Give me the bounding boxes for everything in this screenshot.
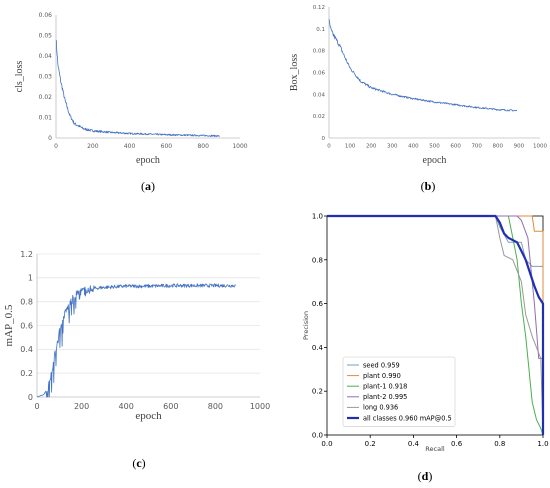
panel-2-y-tick-label: 0.1 <box>316 27 325 33</box>
panel-2-x-tick-label: 100 <box>345 144 356 150</box>
panel-4-legend-label-4: plant-2 0.995 <box>363 393 407 401</box>
panel-4-legend-label-1: seed 0.959 <box>363 361 400 369</box>
panel-2-x-tick-label: 1000 <box>533 144 547 150</box>
panel-4-series-line-5 <box>327 215 544 436</box>
panel-4-y-tick-label: 0.6 <box>312 300 324 308</box>
panel-1-y-tick-label: 0.01 <box>39 115 53 122</box>
panel-3-x-tick-label: 800 <box>208 402 223 411</box>
panel-4-legend-label-3: plant-1 0.918 <box>363 383 407 391</box>
panel-2-x-tick-label: 900 <box>514 144 525 150</box>
panel-4-x-tick-label: 0.2 <box>365 440 376 448</box>
panel-4-series-line-6 <box>327 214 545 435</box>
panel-4-legend-label-5: long 0.936 <box>363 404 398 412</box>
panel-4-x-label: Recall <box>425 445 445 453</box>
panel-2-x-tick-label: 700 <box>471 144 482 150</box>
panel-3-x-tick-label: 1000 <box>250 402 270 411</box>
panel-4-y-label: Precision <box>302 311 310 340</box>
panel-4-x-tick-label: 0.0 <box>321 440 332 448</box>
panel-4-y-tick-label: 0.2 <box>312 388 323 396</box>
panel-3-series-line-1 <box>36 283 236 398</box>
panel-1-x-tick-label: 0 <box>54 143 58 150</box>
panel-1-y-tick-label: 0.03 <box>39 74 53 81</box>
panel-3-y-tick-label: 0.4 <box>20 345 33 354</box>
panel-1-x-tick-label: 400 <box>124 143 136 150</box>
panel-4-y-tick-label: 1.0 <box>312 212 323 220</box>
panel-2-y-tick-label: 0.12 <box>313 5 325 11</box>
panel-1-x-tick-label: 1000 <box>232 143 247 150</box>
panel-2-x-label: epoch <box>423 155 447 166</box>
panel-3-x-tick-label: 200 <box>74 402 89 411</box>
panel-4-x-tick-label: 0.6 <box>451 440 463 448</box>
panel-1-y-tick-label: 0.06 <box>39 12 53 19</box>
panel-1-x-tick-label: 600 <box>161 143 173 150</box>
panel-4-y-tick-label: 0.8 <box>312 256 323 264</box>
panel-1-y-tick-label: 0.02 <box>39 94 53 101</box>
panel-2-x-tick-label: 0 <box>327 144 331 150</box>
panel-3-panel-label: (c) <box>132 456 145 470</box>
panel-2-x-tick-label: 800 <box>493 144 504 150</box>
panel-2-y-tick-label: 0.06 <box>313 70 326 76</box>
panel-2-x-tick-label: 500 <box>429 144 440 150</box>
panel-1-y-label: cls_loss <box>14 61 25 93</box>
panel-3-x-tick-label: 600 <box>163 402 178 411</box>
panel-1-panel-label: (a) <box>141 179 155 193</box>
panel-3-x-tick-label: 400 <box>119 402 134 411</box>
panel-4-y-tick-label: 0.0 <box>312 431 323 439</box>
panel-3-y-tick-label: 0.2 <box>20 369 33 378</box>
panel-2-x-tick-label: 300 <box>387 144 398 150</box>
panel-4-legend-label-2: plant 0.990 <box>363 372 401 380</box>
panel-2-y-tick-label: 0.02 <box>313 114 325 120</box>
panel-2-panel-label: (b) <box>421 179 436 193</box>
panel-3-x-label: epoch <box>135 410 162 422</box>
panel-1-x-label: epoch <box>136 155 160 166</box>
panel-3-y-tick-label: 0.8 <box>20 297 33 306</box>
panel-1-series-line-1 <box>55 39 220 137</box>
panel-2-x-tick-label: 200 <box>366 144 377 150</box>
panel-4-y-tick-label: 0.4 <box>312 344 324 352</box>
panel-2-y-tick-label: 0 <box>322 136 326 142</box>
panel-4-x-tick-label: 1.0 <box>537 440 548 448</box>
panel-3-y-tick-label: 0 <box>28 393 33 402</box>
panel-4-series-line-3 <box>327 215 544 436</box>
panel-3-y-label: mAP_0.5 <box>3 304 15 346</box>
panel-2-x-tick-label: 400 <box>408 144 419 150</box>
panel-3-x-tick-label: 0 <box>34 402 39 411</box>
panel-2-y-tick-label: 0.08 <box>313 49 326 55</box>
panel-1-y-tick-label: 0.05 <box>39 33 53 40</box>
panel-1-x-tick-label: 200 <box>87 143 99 150</box>
panel-4-legend-label-6: all classes 0.960 mAP@0.5 <box>363 414 452 422</box>
panel-1-y-tick-label: 0 <box>48 135 52 142</box>
panel-2-y-label: Box_loss <box>289 54 300 91</box>
panel-3-y-tick-label: 1 <box>28 274 33 283</box>
panel-1-y-tick-label: 0.04 <box>39 53 53 60</box>
panel-4-legend-box <box>342 356 456 427</box>
panel-1-x-tick-label: 800 <box>197 143 209 150</box>
panel-4-panel-label: (d) <box>418 469 433 483</box>
panel-2-y-tick-label: 0.04 <box>313 92 326 98</box>
panel-3-y-tick-label: 0.6 <box>20 321 33 330</box>
panel-2-series-line-1 <box>328 19 518 112</box>
panel-3-y-tick-label: 1.2 <box>20 250 33 259</box>
panel-4-x-tick-label: 0.8 <box>494 440 505 448</box>
panel-2-x-tick-label: 600 <box>450 144 461 150</box>
panel-4-x-tick-label: 0.4 <box>408 440 420 448</box>
